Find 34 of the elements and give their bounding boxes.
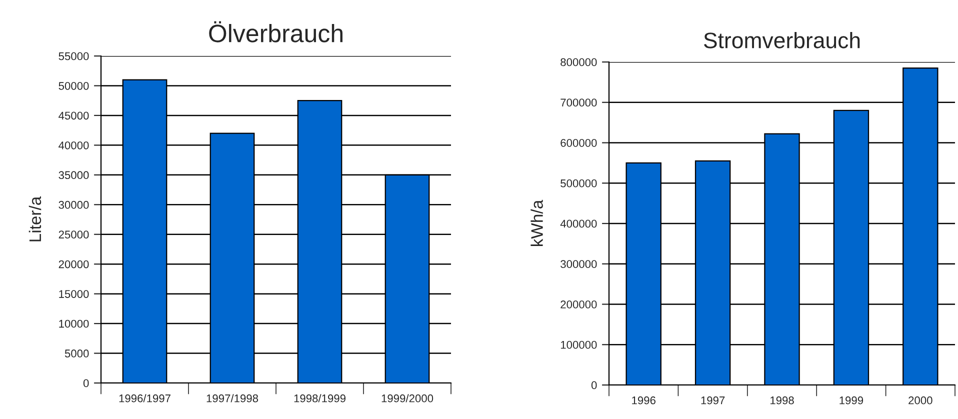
chart-title: Stromverbrauch [704,32,860,48]
y-tick-label: 200000 [560,300,597,308]
y-tick-label: 40000 [58,141,89,150]
y-tick-label: 45000 [58,112,89,120]
y-axis-title: kWh/a [530,200,543,246]
x-tick-label: 1999/2000 [382,394,434,402]
y-tick-label: 25000 [58,230,89,238]
y-tick-label: 35000 [58,171,89,180]
x-tick-label: 2000 [908,396,932,404]
y-tick-label: 0 [591,381,597,390]
y-axis-title: Liter/a [28,196,42,242]
x-tick-label: 1996 [632,396,656,404]
y-tick-label: 15000 [59,290,89,298]
y-tick-label: 600000 [560,139,597,147]
x-tick-label: 1997 [701,396,725,404]
y-tick-label: 5000 [64,350,89,358]
y-tick-label: 100000 [560,340,597,349]
y-tick-label: 30000 [58,200,89,209]
y-tick-label: 400000 [560,220,597,228]
y-tick-label: 10000 [59,320,89,328]
y-tick-label: 500000 [560,179,597,188]
y-tick-label: 20000 [58,260,89,268]
y-tick-label: 55000 [58,52,89,60]
x-tick-label: 1998 [770,396,794,404]
x-tick-label: 1996/1997 [119,394,170,402]
y-tick-label: 300000 [560,260,597,268]
x-tick-label: 1998/1999 [294,394,346,402]
y-tick-label: 800000 [560,58,597,66]
y-tick-label: 0 [83,379,89,388]
y-tick-label: 700000 [560,98,597,107]
x-tick-label: 1997/1998 [206,394,258,402]
chart-title: Ölverbrauch [209,21,342,42]
y-tick-label: 50000 [58,82,89,90]
x-tick-label: 1999 [840,396,864,404]
